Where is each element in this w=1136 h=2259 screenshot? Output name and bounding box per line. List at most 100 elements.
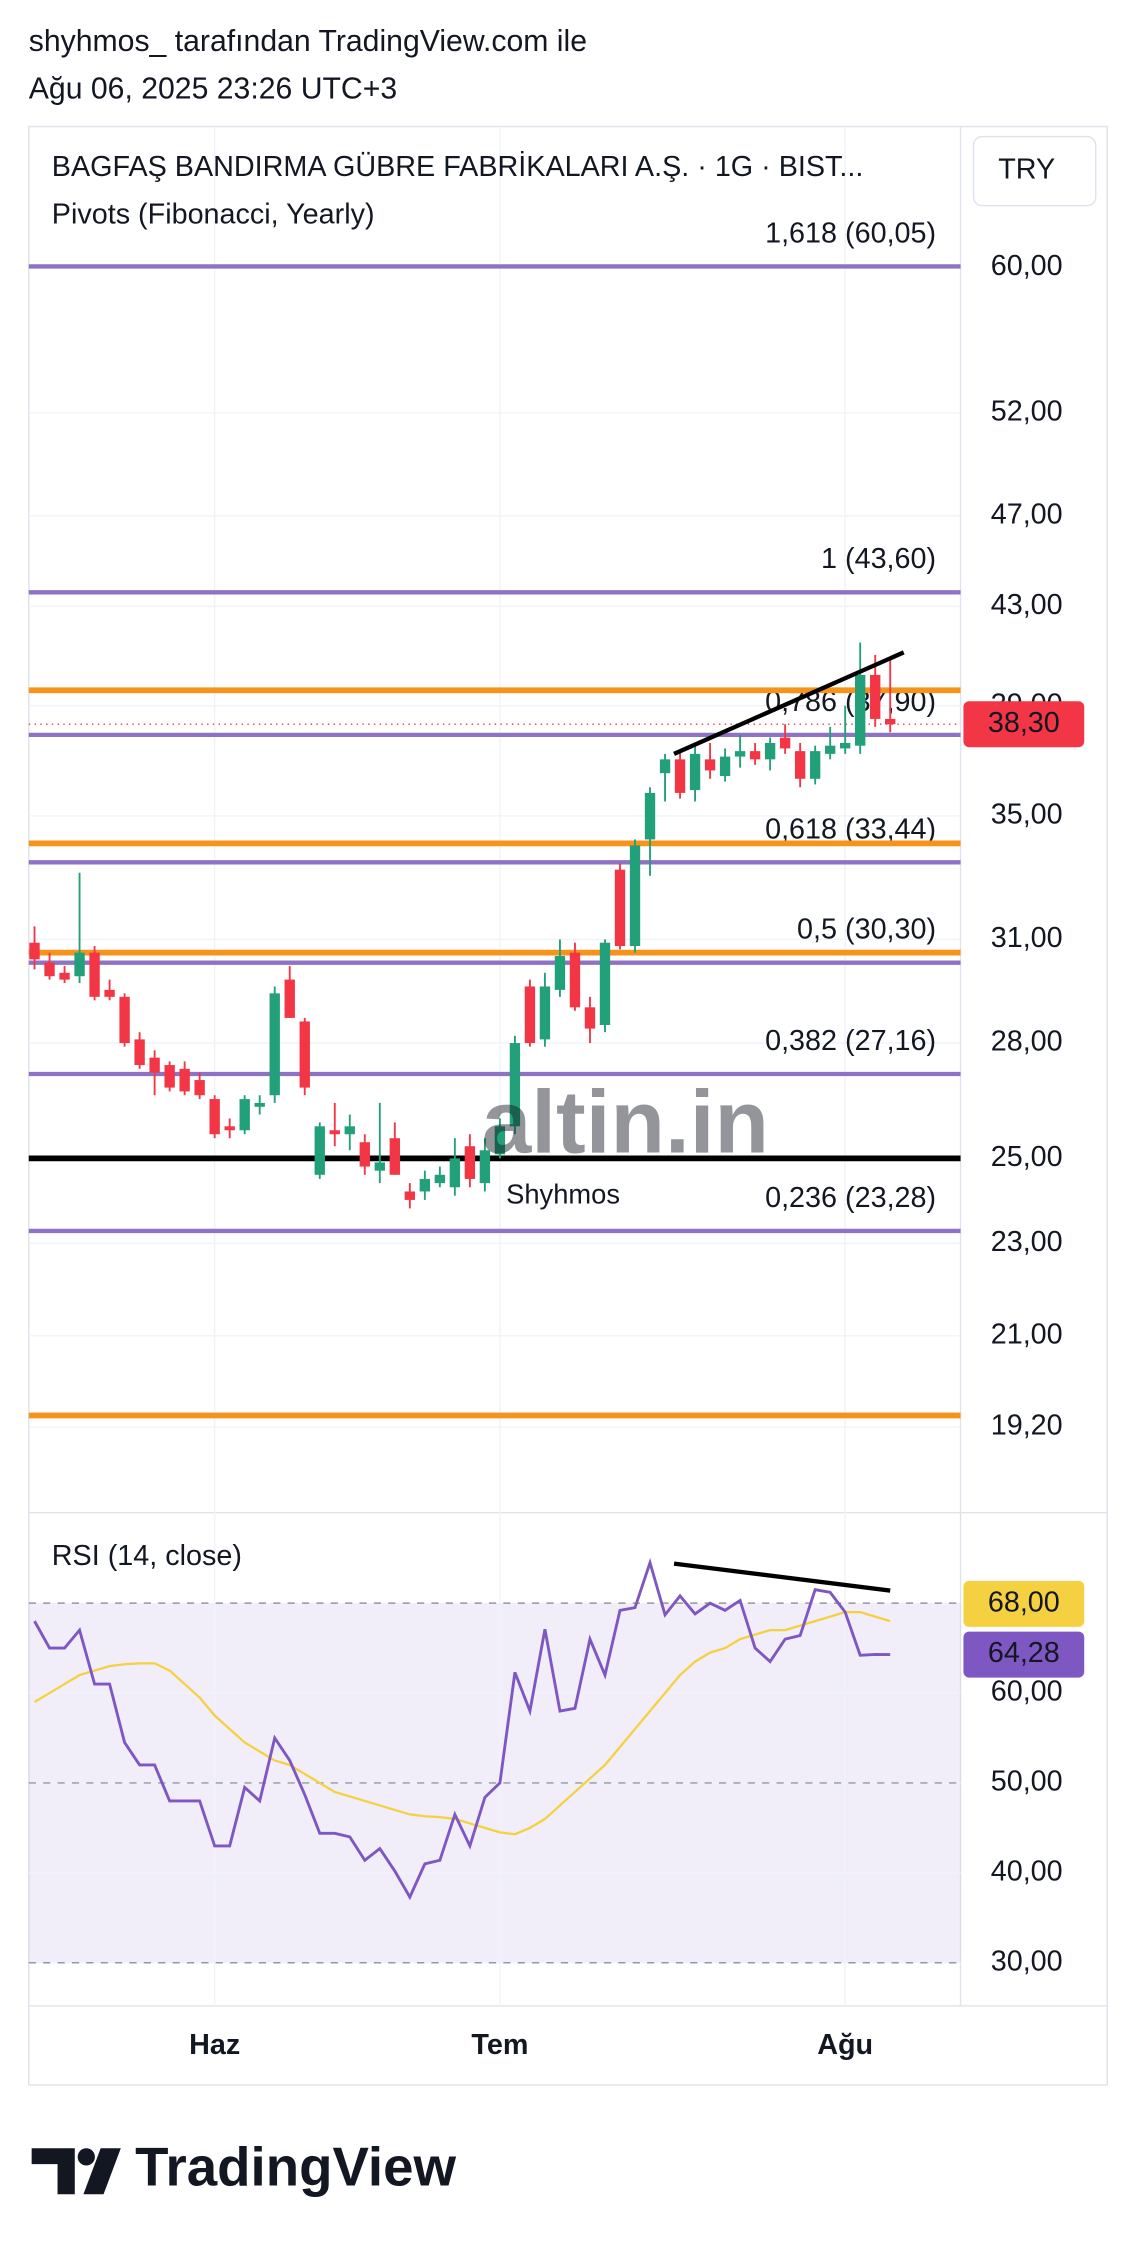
footer-logo: TradingView (135, 2137, 456, 2198)
candle-body (119, 996, 130, 1044)
candle-body (809, 751, 821, 779)
chart-layer: 60,0052,0047,0043,0039,0035,0031,0028,00… (28, 126, 1085, 2061)
candle-body (689, 753, 701, 791)
candle-body (179, 1068, 190, 1092)
candle-body (134, 1039, 145, 1066)
candle-body (479, 1150, 491, 1184)
currency-box[interactable] (972, 135, 1097, 207)
candle-body (374, 1162, 385, 1171)
candle-body (794, 751, 806, 779)
rsi-ma (33, 1610, 891, 1836)
y-tick-label: 47,00 (991, 498, 1063, 530)
candle-body (449, 1158, 461, 1188)
rsi-tick-label: 60,00 (991, 1676, 1063, 1708)
candle-body (74, 952, 85, 977)
candle-body (209, 1099, 220, 1135)
rsi-ma-last-box (963, 1580, 1085, 1627)
currency[interactable]: TRY (998, 154, 1055, 186)
last-price: 38,30 (988, 707, 1060, 739)
candle-body (539, 986, 551, 1040)
candle-body (719, 756, 731, 776)
candle-body (779, 737, 791, 749)
x-tick-label: Ağu (817, 2029, 873, 2061)
pivot-label: 1 (43,60) (821, 543, 936, 575)
candle-body (824, 745, 836, 754)
candle-body (224, 1126, 235, 1131)
candle-body (584, 1007, 596, 1029)
candle-body (254, 1102, 265, 1107)
candle-body (749, 751, 761, 760)
candle-body (59, 972, 70, 980)
candle-body (494, 1126, 506, 1155)
indicator-title: Pivots (Fibonacci, Yearly) (52, 198, 375, 230)
watermark-author: Shyhmos (506, 1179, 620, 1210)
pivot-label: 0,236 (23,28) (765, 1182, 936, 1214)
candle-body (299, 1021, 310, 1088)
rsi-tick-label: 40,00 (991, 1855, 1063, 1887)
header-date: Ağu 06, 2025 23:26 UTC+3 (29, 73, 397, 106)
candle-body (764, 742, 776, 760)
pivot-label: 0,618 (33,44) (765, 813, 936, 845)
candle-body (464, 1146, 476, 1179)
rsi-title: RSI (14, close) (52, 1540, 242, 1572)
candle-body (509, 1043, 521, 1127)
candle-body (524, 986, 536, 1044)
candle-body (734, 751, 746, 757)
candle-body (149, 1057, 160, 1073)
y-tick-label: 19,20 (991, 1410, 1063, 1442)
x-tick-label: Haz (189, 2029, 240, 2061)
candle-body (284, 979, 295, 1018)
chart-frame (28, 125, 1108, 2086)
candle-body (389, 1138, 400, 1175)
rsi-trendline (673, 1561, 891, 1593)
y-tick-label: 43,00 (991, 589, 1063, 621)
candle-body (554, 955, 566, 990)
rsi-last: 64,28 (988, 1637, 1060, 1669)
candle-body (434, 1174, 446, 1184)
trendline (673, 650, 905, 756)
candle-body (840, 742, 851, 749)
rsi-values (33, 1557, 891, 1901)
logo-shape (83, 2148, 121, 2195)
candle-body (674, 759, 686, 793)
candle-body (269, 993, 280, 1096)
candle-body (644, 792, 656, 840)
footer-logo-mark (31, 2148, 121, 2195)
candle-body (419, 1178, 431, 1192)
rsi-ma-last: 68,00 (988, 1586, 1060, 1618)
y-tick-label: 21,00 (991, 1318, 1063, 1350)
candle-body (29, 942, 40, 960)
y-tick-label: 31,00 (991, 922, 1063, 954)
y-tick-label: 35,00 (991, 799, 1063, 831)
candle-body (344, 1126, 355, 1135)
candle-body (659, 759, 671, 774)
candle-body (569, 952, 581, 1008)
y-tick-label: 25,00 (991, 1141, 1063, 1173)
candle-body (614, 869, 626, 947)
pivot-label: 1,618 (60,05) (765, 217, 936, 249)
candle-body (164, 1065, 175, 1088)
pivot-label: 0,382 (27,16) (765, 1025, 936, 1057)
candle-body (194, 1080, 205, 1096)
candle-body (870, 674, 881, 719)
candle-body (329, 1130, 340, 1135)
last-price-box (963, 701, 1085, 748)
watermark: altin.in (482, 1071, 769, 1171)
rsi-tick-label: 50,00 (991, 1766, 1063, 1798)
logo-shape (31, 2148, 75, 2195)
candle-body (314, 1126, 325, 1175)
candle-body (104, 989, 115, 997)
candle-body (359, 1142, 370, 1167)
header-author: shyhmos_ tarafından TradingView.com ile (29, 25, 587, 58)
candle-body (89, 952, 100, 997)
candle-body (704, 759, 716, 771)
y-tick-label: 23,00 (991, 1226, 1063, 1258)
candle-body (885, 718, 896, 725)
chart-title: BAGFAŞ BANDIRMA GÜBRE FABRİKALARI A.Ş. ·… (52, 150, 864, 183)
rsi-last-box (963, 1631, 1085, 1678)
x-tick-label: Tem (471, 2029, 528, 2061)
logo-dot (77, 2148, 95, 2166)
y-tick-label: 28,00 (991, 1026, 1063, 1058)
